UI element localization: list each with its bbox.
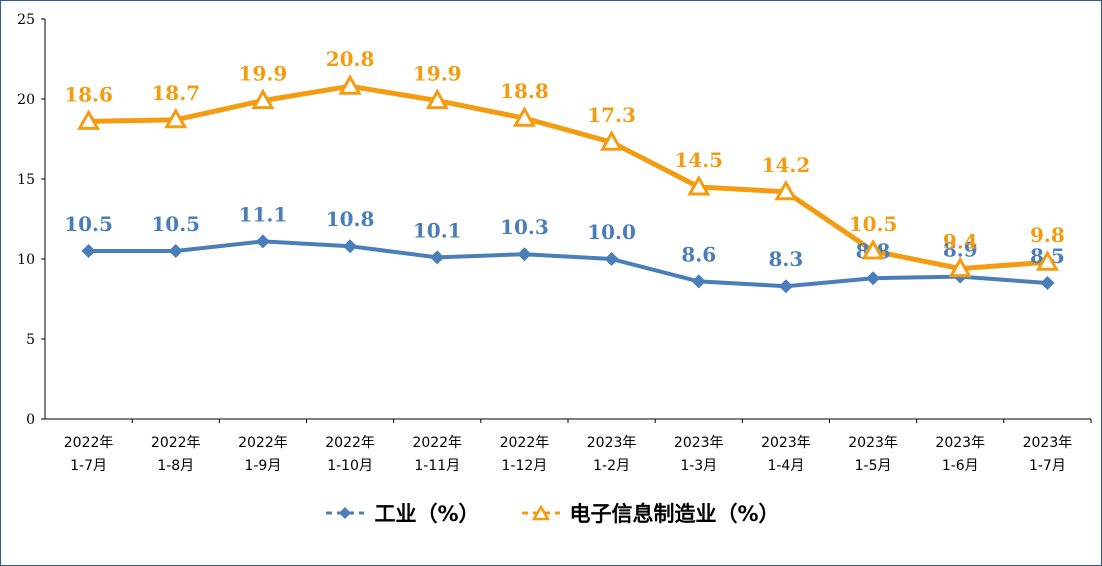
x-tick-label-year: 2022年 (151, 435, 201, 451)
point-industry (255, 234, 270, 249)
point-electronics (687, 174, 711, 196)
point-electronics (600, 130, 624, 151)
x-tick-label-year: 2022年 (325, 435, 375, 451)
data-label-industry: 10.8 (326, 207, 375, 231)
x-tick-label-year: 2023年 (935, 435, 985, 451)
legend-swatch-electronics (521, 505, 560, 521)
legend-label-electronics: 电子信息制造业（%） (569, 502, 780, 526)
data-label-electronics: 19.9 (413, 62, 462, 86)
data-label-electronics: 18.6 (64, 82, 113, 106)
y-tick-label: 0 (26, 412, 35, 428)
point-electronics (164, 107, 188, 129)
x-tick-label-period: 1-11月 (414, 458, 460, 474)
x-tick-label-period: 1-10月 (327, 458, 373, 474)
data-label-electronics: 9.4 (943, 230, 978, 254)
data-label-electronics: 18.7 (151, 81, 200, 105)
legend-item-industry: 工业（%） (324, 498, 480, 528)
point-electronics (77, 109, 101, 130)
x-tick-label-period: 1-4月 (767, 458, 804, 474)
point-industry (604, 252, 619, 266)
x-tick-label-period: 1-2月 (593, 458, 630, 474)
series-line-electronics (88, 83, 1048, 272)
data-label-industry: 10.5 (151, 212, 200, 236)
data-label-electronics: 18.8 (500, 79, 549, 103)
data-label-industry: 11.1 (239, 202, 288, 226)
y-tick-label: 10 (17, 252, 35, 268)
x-tick-label-year: 2023年 (587, 435, 637, 451)
y-tick-label: 15 (17, 172, 35, 188)
x-tick-label-period: 1-6月 (942, 458, 979, 474)
data-label-industry: 8.3 (769, 247, 804, 271)
legend-swatch-industry (326, 507, 365, 519)
data-label-industry: 10.5 (64, 212, 113, 236)
x-tick-label-period: 1-7月 (1029, 458, 1066, 474)
y-tick-label: 25 (17, 12, 35, 28)
point-industry (430, 250, 445, 265)
data-label-electronics: 20.8 (326, 47, 375, 71)
point-electronics (1035, 250, 1059, 271)
data-label-industry: 10.0 (587, 220, 636, 244)
x-tick-label-period: 1-7月 (70, 458, 107, 474)
data-label-electronics: 10.5 (849, 212, 898, 236)
data-label-electronics: 19.9 (239, 62, 288, 86)
point-electronics (512, 106, 536, 127)
point-electronics (774, 179, 798, 201)
data-label-industry: 10.1 (413, 218, 462, 242)
y-tick-label: 5 (26, 332, 35, 348)
point-industry (168, 244, 183, 258)
point-industry (778, 279, 793, 294)
point-industry (517, 247, 532, 262)
series-line-industry (88, 239, 1048, 289)
point-industry (691, 274, 706, 289)
x-tick-label-year: 2023年 (761, 435, 811, 451)
x-tick-label-year: 2022年 (64, 435, 114, 451)
y-tick-label: 20 (17, 92, 35, 108)
data-label-electronics: 14.2 (762, 153, 811, 177)
x-tick-label-year: 2023年 (674, 435, 724, 451)
data-label-industry: 10.3 (500, 215, 549, 239)
point-electronics (425, 88, 449, 110)
x-tick-label-period: 1-9月 (244, 458, 281, 474)
x-tick-label-year: 2023年 (1023, 435, 1073, 451)
point-electronics (251, 88, 275, 110)
point-electronics (338, 74, 362, 95)
x-tick-label-period: 1-8月 (157, 458, 194, 474)
data-label-electronics: 17.3 (587, 103, 636, 127)
legend-item-electronics: 电子信息制造业（%） (520, 498, 780, 528)
point-industry (866, 271, 881, 286)
x-tick-label-year: 2022年 (238, 435, 288, 451)
legend: 工业（%） 电子信息制造业（%） (1, 498, 1102, 528)
x-tick-label-period: 1-5月 (855, 458, 892, 474)
x-tick-label-year: 2022年 (500, 435, 550, 451)
point-electronics (861, 238, 885, 260)
legend-label-industry: 工业（%） (374, 502, 480, 526)
point-industry (343, 239, 358, 254)
data-label-electronics: 14.5 (674, 148, 723, 172)
x-tick-label-year: 2023年 (848, 435, 898, 451)
x-tick-label-year: 2022年 (412, 435, 462, 451)
x-tick-label-period: 1-12月 (502, 458, 548, 474)
x-tick-label-period: 1-3月 (680, 458, 717, 474)
point-industry (1040, 276, 1055, 290)
data-label-industry: 8.6 (681, 242, 716, 266)
data-label-electronics: 9.8 (1030, 223, 1065, 247)
point-electronics (948, 256, 972, 278)
point-industry (81, 244, 96, 258)
